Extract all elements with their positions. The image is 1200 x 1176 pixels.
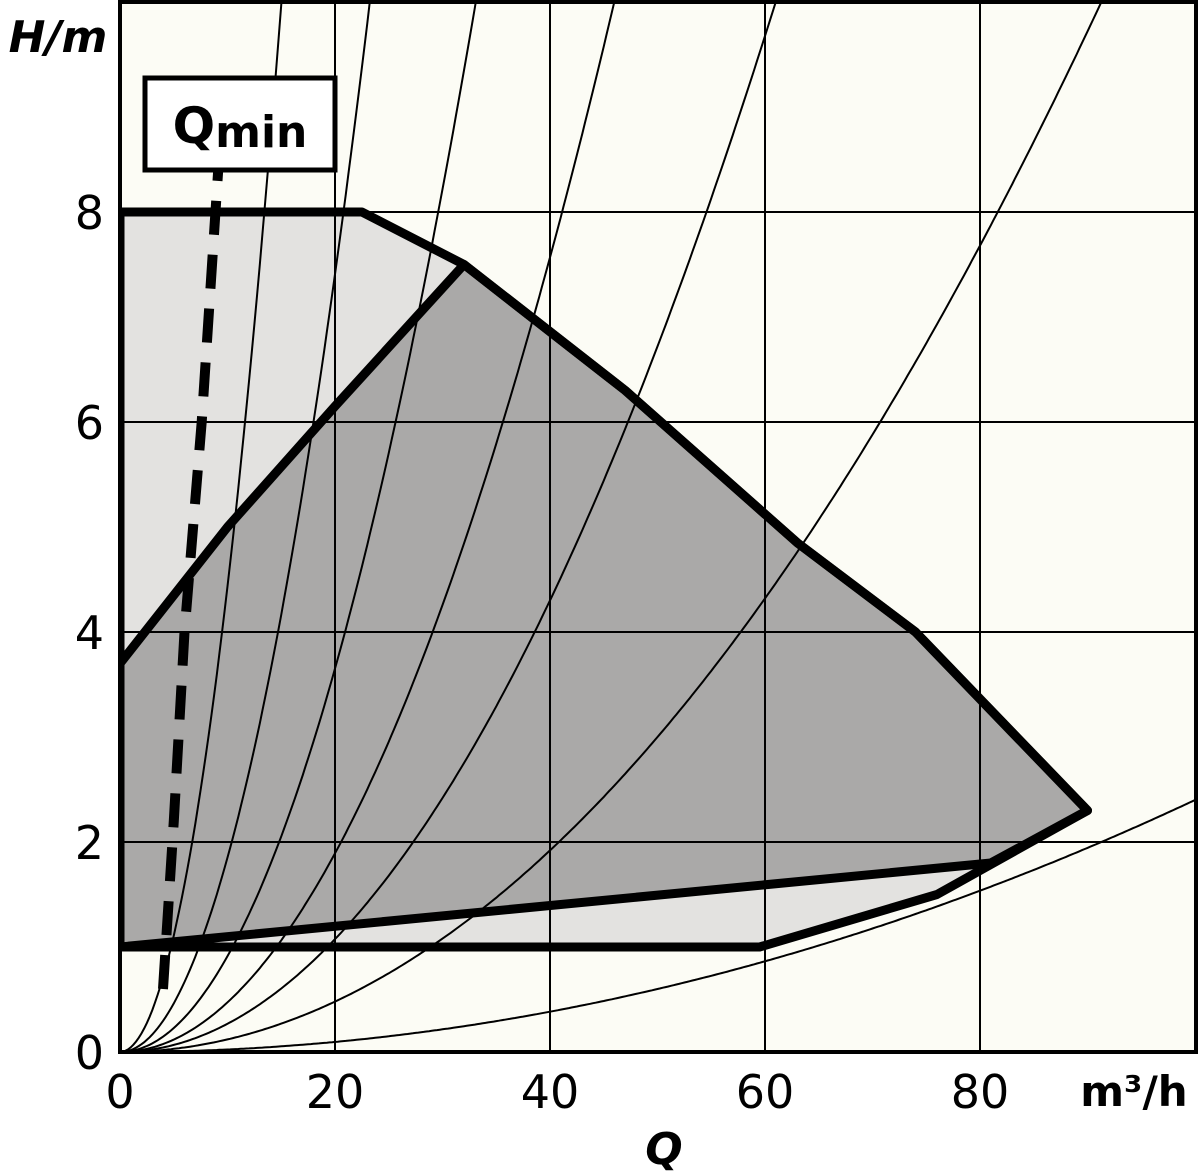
plot-frame <box>118 0 1198 1054</box>
region-control-range <box>120 264 1088 947</box>
system-curve <box>120 2 777 1052</box>
y-tick-label: 4 <box>75 606 104 660</box>
y-axis-label: H/m <box>9 12 108 63</box>
x-tick-label: 20 <box>306 1065 365 1119</box>
system-curve <box>120 2 616 1052</box>
qmin-label-sub: min <box>215 107 307 158</box>
qmin-dashed-line <box>158 159 224 990</box>
x-tick-label: 40 <box>521 1065 580 1119</box>
outline-control-range <box>120 260 1092 952</box>
y-tick-label: 2 <box>75 816 104 870</box>
system-curve <box>120 2 283 1052</box>
x-axis-unit: m³/h <box>1080 1067 1187 1116</box>
qmin-label: Qmin <box>173 97 308 158</box>
y-tick-label: 0 <box>75 1026 104 1080</box>
y-tick-label: 8 <box>75 186 104 240</box>
system-curve <box>120 799 1196 1052</box>
x-tick-label: 80 <box>951 1065 1010 1119</box>
system-curve <box>120 2 371 1052</box>
y-tick-label: 6 <box>75 396 104 450</box>
qmin-label-main: Q <box>173 97 216 155</box>
x-axis-label: Q <box>645 1124 682 1175</box>
qmin-label-box <box>142 75 338 173</box>
x-tick-label: 0 <box>105 1065 134 1119</box>
system-curve <box>120 2 477 1052</box>
x-tick-label: 60 <box>736 1065 795 1119</box>
system-curve <box>120 2 1103 1052</box>
